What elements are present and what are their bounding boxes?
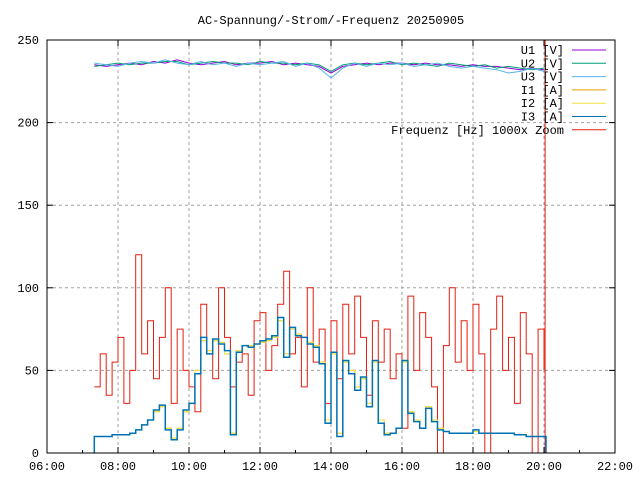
series-line-u3-v [94, 59, 545, 79]
y-tick-label: 150 [17, 199, 39, 213]
x-tick-label: 10:00 [171, 460, 207, 474]
x-tick-label: 18:00 [455, 460, 491, 474]
y-tick-label: 100 [17, 282, 39, 296]
y-tick-label: 250 [17, 34, 39, 48]
series-line-i3-a [93, 316, 547, 453]
x-axis: 06:00 08:00 10:00 12:00 14:00 16:00 18:00 20:00… [29, 40, 633, 474]
x-tick-label: 20:00 [526, 460, 562, 474]
legend-label: U2 [V] [521, 57, 564, 71]
legend-label: I1 [A] [521, 84, 564, 98]
x-tick-label: 14:00 [313, 460, 349, 474]
y-tick-label: 50 [25, 364, 39, 378]
x-tick-label: 22:00 [597, 460, 633, 474]
y-tick-label: 0 [32, 447, 39, 461]
x-tick-label: 06:00 [29, 460, 65, 474]
x-tick-label: 12:00 [242, 460, 278, 474]
plot-border [46, 39, 616, 454]
series-line-frequenz-hz-1000x-zoom [94, 254, 545, 454]
legend-label: I2 [A] [521, 97, 564, 111]
legend-label: U1 [V] [521, 44, 564, 58]
legend-label: U3 [V] [521, 71, 564, 85]
x-tick-label: 08:00 [100, 460, 136, 474]
legend-label: I3 [A] [521, 111, 564, 125]
legend: U1 [V]U2 [V]U3 [V]I1 [A]I2 [A]I3 [A]Freq… [391, 44, 606, 138]
y-axis: 0 50 100 150 200 250 [17, 34, 615, 461]
x-tick-label: 16:00 [384, 460, 420, 474]
y-tick-label: 200 [17, 117, 39, 131]
chart-title: AC-Spannung/-Strom/-Frequenz 20250905 [198, 14, 464, 28]
series-line-u2-v [94, 60, 544, 72]
plot-area [93, 40, 547, 454]
legend-label: Frequenz [Hz] 1000x Zoom [391, 124, 564, 138]
